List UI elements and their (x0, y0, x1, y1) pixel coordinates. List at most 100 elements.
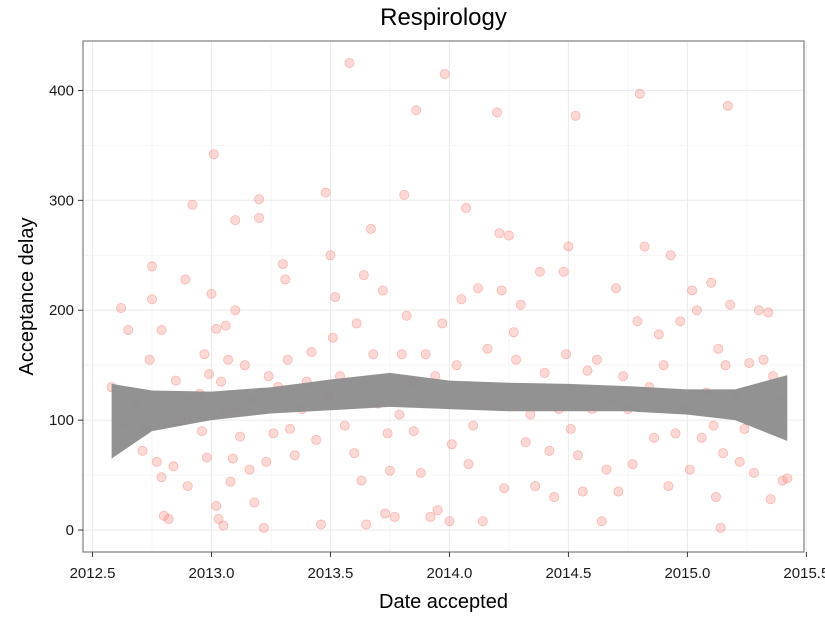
data-point (456, 294, 467, 305)
data-point (382, 428, 393, 439)
data-point (261, 456, 272, 467)
data-point (196, 426, 207, 437)
x-tick-label: 2012.5 (70, 565, 116, 582)
data-point (230, 305, 241, 316)
data-point (534, 266, 545, 277)
data-point (389, 511, 400, 522)
data-point (311, 434, 322, 445)
data-point (180, 274, 191, 285)
data-point (358, 270, 369, 281)
x-tick-label: 2014.5 (545, 565, 591, 582)
data-point (330, 292, 341, 303)
data-point (649, 432, 660, 443)
data-point (753, 305, 764, 316)
data-point (258, 522, 269, 533)
data-point (577, 486, 588, 497)
data-point (520, 437, 531, 448)
data-point (377, 285, 388, 296)
data-point (394, 409, 405, 420)
data-point (432, 505, 443, 516)
data-point (663, 481, 674, 492)
data-point (223, 354, 234, 365)
data-point (492, 107, 503, 118)
data-point (289, 450, 300, 461)
data-point (254, 194, 265, 205)
data-point (351, 318, 362, 329)
data-point (639, 241, 650, 252)
data-point (344, 57, 355, 68)
data-point (744, 357, 755, 368)
data-point (204, 368, 215, 379)
data-point (749, 467, 760, 478)
data-point (763, 307, 774, 318)
data-point (415, 467, 426, 478)
data-point (696, 432, 707, 443)
data-point (268, 428, 279, 439)
confidence-band (111, 372, 788, 459)
data-point (634, 88, 645, 99)
data-point (401, 310, 412, 321)
data-point (235, 431, 246, 442)
data-point (187, 199, 198, 210)
data-point (368, 349, 379, 360)
data-point (734, 456, 745, 467)
data-point (572, 450, 583, 461)
data-point (563, 241, 574, 252)
data-point (477, 516, 488, 527)
data-point (408, 426, 419, 437)
data-point (206, 288, 217, 299)
data-point (137, 445, 148, 456)
data-point (446, 439, 457, 450)
data-point (211, 500, 222, 511)
data-point (420, 349, 431, 360)
data-point (720, 360, 731, 371)
data-point (182, 481, 193, 492)
data-point (249, 497, 260, 508)
data-point (718, 448, 729, 459)
data-point (713, 343, 724, 354)
data-point (123, 325, 134, 336)
data-point (708, 420, 719, 431)
data-point (325, 250, 336, 261)
data-point (463, 459, 474, 470)
data-point (263, 371, 274, 382)
x-axis-title: Date accepted (379, 591, 508, 613)
data-point (244, 464, 255, 475)
axes: 2012.5 2013.0 2013.5 2014.0 2014.5 2015.0 2015… (49, 82, 825, 582)
data-point (658, 360, 669, 371)
data-point (239, 360, 250, 371)
data-point (511, 354, 522, 365)
data-point (168, 461, 179, 472)
data-point (715, 522, 726, 533)
data-point (503, 230, 514, 241)
data-point (218, 520, 229, 531)
x-tick-label: 2015.0 (664, 565, 710, 582)
data-point (280, 274, 291, 285)
data-point (361, 519, 372, 530)
data-point (722, 100, 733, 111)
data-point (530, 481, 541, 492)
data-point (199, 349, 210, 360)
data-point (282, 354, 293, 365)
data-point (151, 456, 162, 467)
data-point (691, 305, 702, 316)
data-point (515, 299, 526, 310)
data-point (201, 452, 212, 463)
data-point (611, 283, 622, 294)
data-point (627, 459, 638, 470)
data-point (163, 514, 174, 525)
data-point (444, 516, 455, 527)
data-point (365, 223, 376, 234)
data-point (582, 365, 593, 376)
data-point (758, 354, 769, 365)
data-point (144, 354, 155, 365)
y-tick-label: 100 (49, 412, 74, 429)
data-point (216, 376, 227, 387)
data-point (482, 343, 493, 354)
data-point (306, 346, 317, 357)
chart-title: Respirology (380, 4, 507, 31)
data-point (710, 492, 721, 503)
y-axis-title: Acceptance delay (16, 218, 38, 376)
data-point (147, 294, 158, 305)
